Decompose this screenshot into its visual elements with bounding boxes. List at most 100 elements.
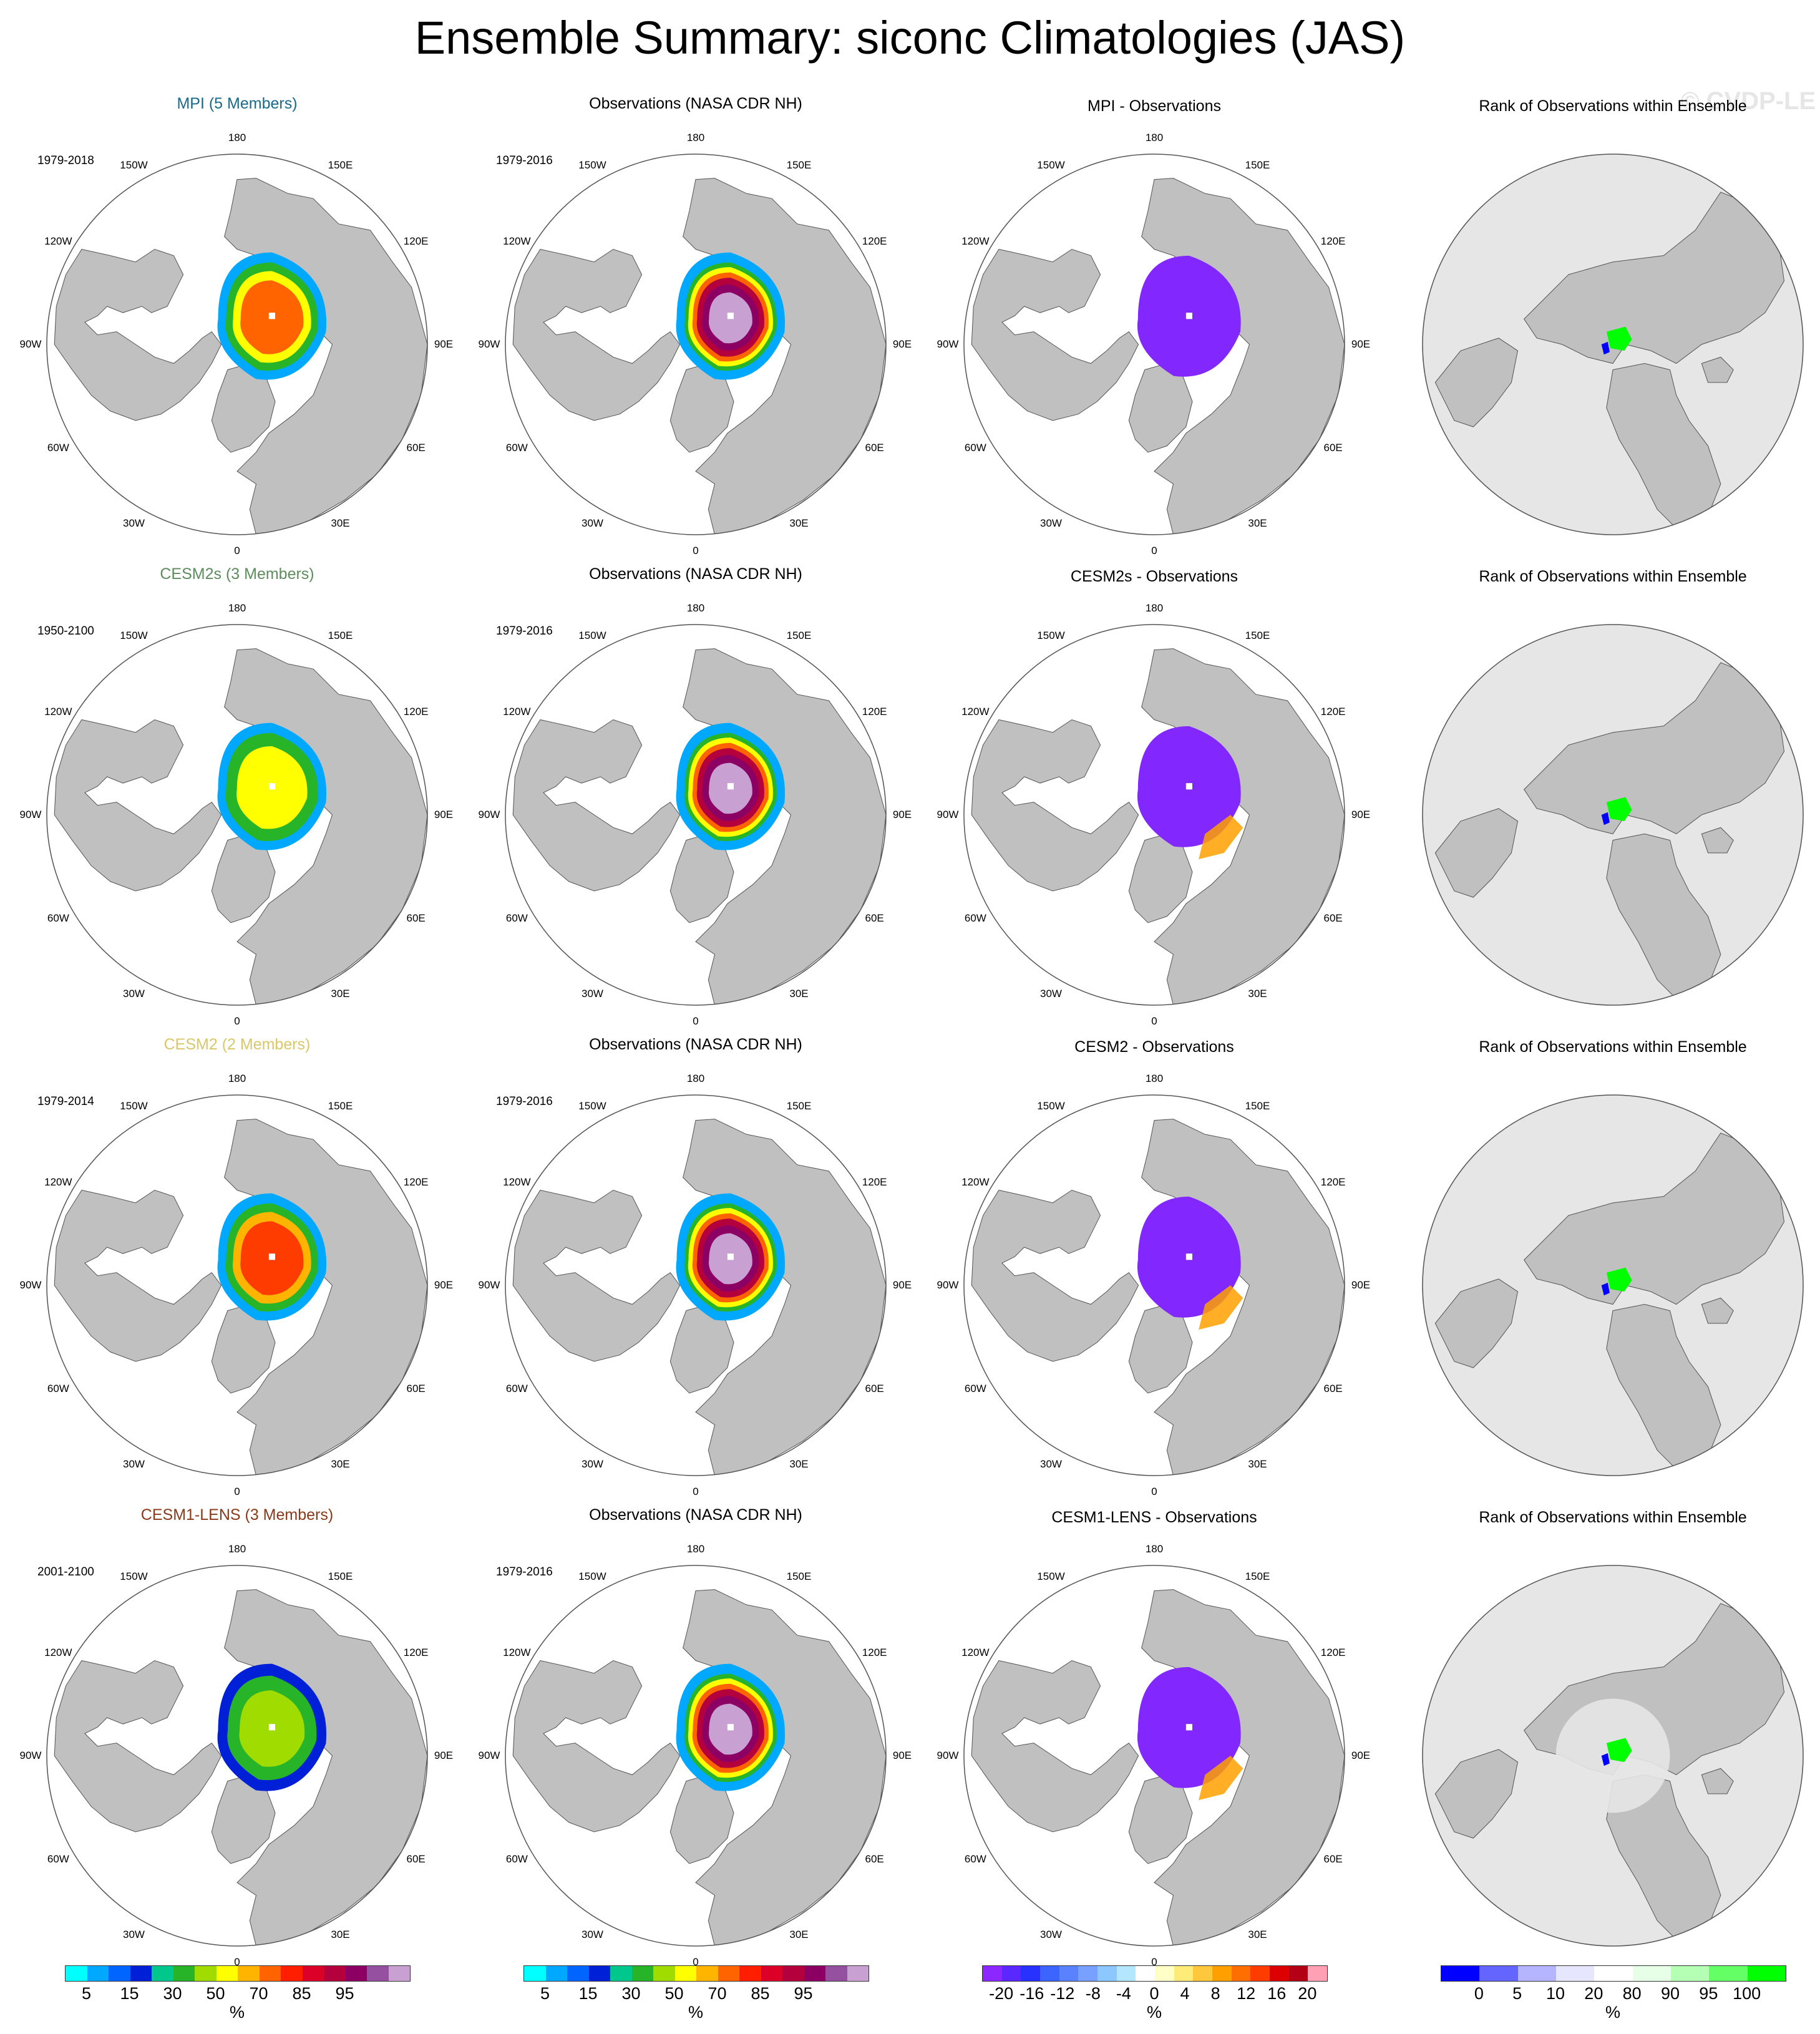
longitude-label: 60E	[865, 441, 884, 454]
longitude-label: 180	[686, 132, 705, 144]
longitude-label: 60E	[1323, 441, 1343, 454]
panel-title: Rank of Observations within Ensemble	[1479, 97, 1747, 115]
longitude-label: 60E	[1323, 912, 1343, 924]
longitude-label: 60W	[505, 1382, 528, 1394]
longitude-label: 180	[686, 1073, 705, 1084]
colorbar-tick-label: 30	[163, 1984, 182, 2003]
map-border	[1422, 624, 1804, 1006]
land-mass	[512, 248, 681, 421]
longitude-label: 180	[228, 602, 246, 614]
longitude-label: 60E	[1323, 1382, 1343, 1394]
map-border	[46, 1094, 428, 1476]
colorbar-swatch	[610, 1966, 632, 1981]
longitude-label: 150E	[1245, 159, 1270, 172]
land-mass	[1701, 827, 1734, 854]
longitude-label: 60W	[47, 912, 69, 924]
longitude-label: 60E	[406, 441, 426, 454]
longitude-label: 180	[228, 132, 246, 144]
longitude-label: 60W	[964, 441, 986, 454]
longitude-label: 30E	[1248, 1928, 1267, 1940]
period-label: 1950-2100	[37, 625, 94, 638]
map-border	[1422, 1094, 1804, 1476]
colorbar-swatch	[1747, 1966, 1786, 1981]
longitude-label: 150E	[786, 630, 812, 642]
period-label: 1979-2016	[496, 625, 553, 638]
map-border	[505, 624, 887, 1006]
diff-map	[963, 1565, 1345, 1947]
diff-map	[963, 153, 1345, 535]
land-mass	[1606, 1774, 1721, 1940]
panel-title: Rank of Observations within Ensemble	[1479, 1509, 1747, 1526]
longitude-label: 90E	[434, 1749, 454, 1761]
longitude-label: 60W	[47, 1382, 69, 1394]
longitude-label: 90W	[478, 1279, 500, 1291]
longitude-label: 30W	[123, 1928, 145, 1940]
longitude-label: 90E	[434, 809, 454, 820]
colorbar-swatch	[195, 1966, 217, 1981]
panel-title: Observations (NASA CDR NH)	[589, 565, 802, 583]
land-mass	[512, 719, 681, 892]
land-mass	[512, 1189, 681, 1362]
positive-anomaly-region	[1199, 1285, 1243, 1330]
longitude-label: 0	[693, 1015, 699, 1027]
panel-title: CESM1-LENS (3 Members)	[140, 1506, 334, 1524]
rank-low-region	[1601, 1753, 1610, 1766]
colorbar-tick-label: 5	[540, 1984, 550, 2003]
rank-high-region	[1606, 1267, 1632, 1292]
colorbar-swatch	[388, 1966, 410, 1981]
obs-map	[505, 624, 887, 1006]
longitude-label: 60W	[47, 441, 69, 454]
colorbar-swatch	[739, 1966, 761, 1981]
colorbar-tick-label: -12	[1050, 1984, 1075, 2003]
colorbar-tick-label: 12	[1237, 1984, 1256, 2003]
longitude-label: 180	[686, 602, 705, 614]
longitude-label: 60E	[406, 1852, 426, 1865]
longitude-label: 150W	[1037, 159, 1065, 172]
longitude-label: 90W	[478, 809, 500, 820]
colorbar-swatch	[1632, 1966, 1671, 1981]
colorbar-swatch	[545, 1966, 567, 1981]
colorbar-swatch	[983, 1966, 1002, 1981]
colorbar-siconc	[65, 1965, 411, 1982]
colorbar-tick-label: 20	[1584, 1984, 1603, 2003]
colorbar-swatch	[631, 1966, 653, 1981]
colorbar-tick-label: 5	[81, 1984, 92, 2003]
longitude-label: 60W	[964, 1382, 986, 1394]
colorbar-swatch	[1270, 1966, 1289, 1981]
longitude-label: 30E	[789, 1457, 809, 1470]
colorbar-tick-label: 50	[664, 1984, 684, 2003]
longitude-label: 30E	[789, 517, 809, 529]
panel-title: CESM2s (3 Members)	[160, 565, 314, 583]
longitude-label: 120W	[961, 1646, 990, 1658]
longitude-label: 150E	[1245, 1100, 1270, 1112]
diff-map	[963, 624, 1345, 1006]
longitude-label: 150E	[1245, 630, 1270, 642]
land-mass	[54, 1189, 222, 1362]
longitude-label: 180	[1145, 602, 1164, 614]
colorbar-swatch	[1040, 1966, 1059, 1981]
colorbar-siconc-obs	[523, 1965, 869, 1982]
longitude-label: 150W	[1037, 630, 1065, 642]
colorbar-swatch	[804, 1966, 825, 1981]
map-border	[46, 153, 428, 535]
colorbar-swatch	[152, 1966, 173, 1981]
longitude-label: 60E	[406, 912, 426, 924]
longitude-label: 0	[234, 1486, 240, 1497]
colorbar-tick-label: 50	[206, 1984, 225, 2003]
colorbar-swatch	[1231, 1966, 1251, 1981]
pole-hole	[727, 783, 734, 790]
longitude-label: 120E	[403, 1646, 429, 1658]
model-map	[46, 1565, 428, 1947]
longitude-label: 180	[1145, 132, 1164, 144]
period-label: 1979-2016	[496, 1095, 553, 1108]
map-border	[505, 1094, 887, 1476]
map-border	[505, 153, 887, 535]
longitude-label: 0	[1151, 545, 1157, 557]
longitude-label: 90E	[892, 1749, 912, 1761]
longitude-label: 30W	[1040, 1457, 1062, 1470]
rank-map	[1422, 1094, 1804, 1476]
longitude-label: 30E	[331, 1928, 350, 1940]
colorbar-tick-label: 70	[708, 1984, 727, 2003]
longitude-label: 60W	[505, 1852, 528, 1865]
longitude-label: 90E	[434, 1279, 454, 1291]
